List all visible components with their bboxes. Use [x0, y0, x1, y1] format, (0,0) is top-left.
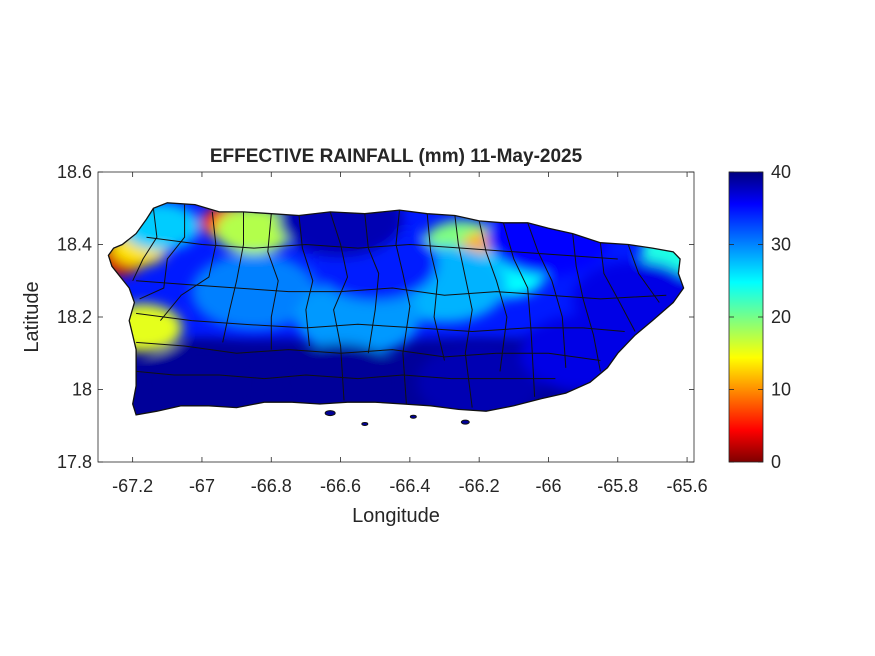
y-axis: 17.8 18 18.2 18.4 18.6	[57, 162, 694, 472]
municipality-border	[136, 370, 556, 380]
chart-title: EFFECTIVE RAINFALL (mm) 11-May-2025	[210, 146, 583, 167]
x-tick-label: -65.8	[597, 476, 638, 496]
municipality-border	[329, 211, 349, 401]
rainfall-cell	[191, 253, 317, 331]
coastline	[107, 202, 685, 416]
y-tick-label: 18.2	[57, 307, 92, 327]
islet	[361, 421, 369, 426]
islet	[409, 414, 417, 419]
x-tick-label: -66.8	[251, 476, 292, 496]
x-tick-label: -66.2	[459, 476, 500, 496]
x-tick-label: -65.6	[667, 476, 708, 496]
municipality-border	[139, 204, 186, 300]
colorbar-tick-label: 40	[771, 162, 791, 182]
municipality-border	[160, 211, 217, 321]
rainfall-cell	[278, 343, 403, 415]
y-tick-label: 18	[72, 380, 92, 400]
x-tick-label: -66.4	[389, 476, 430, 496]
islet	[324, 410, 336, 417]
rainfall-cell	[416, 343, 542, 415]
y-axis-label: Latitude	[21, 281, 43, 352]
colorbar-tick-label: 10	[771, 380, 791, 400]
colorbar-gradient	[728, 171, 764, 463]
colorbar-ticks: 0 10 20 30 40	[729, 162, 791, 472]
rainfall-cell	[278, 202, 403, 258]
municipality-border	[136, 280, 667, 300]
x-tick-label: -66	[535, 476, 561, 496]
colorbar-tick-label: 0	[771, 452, 781, 472]
offshore-islets	[324, 410, 470, 426]
municipality-border	[627, 244, 660, 303]
municipality-border	[527, 222, 567, 368]
municipality-border	[478, 220, 508, 372]
municipality-border	[136, 312, 625, 333]
x-axis-label: Longitude	[352, 505, 440, 527]
y-tick-label: 18.6	[57, 162, 92, 182]
x-tick-label: -67.2	[112, 476, 153, 496]
colorbar-tick-label: 30	[771, 235, 791, 255]
x-axis: -67.2 -67 -66.8 -66.6 -66.4 -66.2 -66 -65.8 -65.…	[112, 172, 708, 496]
y-tick-label: 17.8	[57, 452, 92, 472]
municipality-border	[267, 213, 279, 350]
municipality-border	[572, 233, 601, 372]
rainfall-cell	[214, 206, 293, 254]
municipality-border	[426, 213, 445, 361]
municipality-border	[146, 236, 618, 260]
municipality-border	[364, 213, 380, 354]
rainfall-cell	[139, 343, 265, 415]
municipality-borders	[132, 204, 667, 408]
municipality-border	[222, 211, 244, 343]
y-tick-label: 18.4	[57, 235, 92, 255]
municipality-border	[132, 208, 158, 282]
x-tick-label: -67	[189, 476, 215, 496]
islet	[460, 419, 470, 425]
colorbar: 0 10 20 30 40	[728, 162, 791, 472]
municipality-border	[136, 341, 601, 361]
municipality-border	[298, 215, 314, 347]
colorbar-tick-label: 20	[771, 307, 791, 327]
x-tick-label: -66.6	[320, 476, 361, 496]
